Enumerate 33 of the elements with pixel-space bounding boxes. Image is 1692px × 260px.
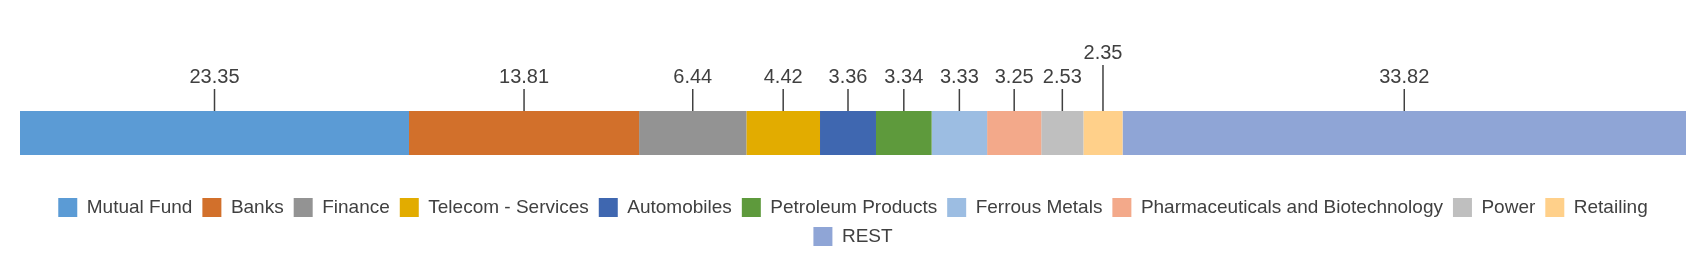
legend-label: Power [1481,195,1536,217]
bar [746,111,821,155]
data-label: 33.82 [1379,64,1430,87]
bar [987,111,1042,155]
bar [875,111,932,155]
data-label: 6.44 [673,64,713,87]
data-label: 3.36 [828,64,868,87]
data-label: 23.35 [189,64,240,87]
legend-label: Ferrous Metals [975,195,1103,217]
bar [820,111,876,155]
data-label: 2.35 [1083,40,1123,63]
legend-label: Mutual Fund [86,195,193,217]
legend-label: Finance [322,195,390,217]
data-label: 4.42 [763,64,803,87]
bar [409,111,640,155]
bar [931,111,988,155]
data-label: 13.81 [499,64,550,87]
data-label: 2.53 [1042,64,1082,87]
legend-label: Pharmaceuticals and Biotechnology [1140,195,1444,217]
bar [639,111,747,155]
bar [1083,111,1123,155]
legend-label: Retailing [1573,195,1648,217]
bar [20,111,410,155]
data-label: 3.25 [994,64,1034,87]
data-label: 3.34 [884,64,924,87]
legend-label: REST [841,224,893,246]
data-label: 3.33 [939,64,979,87]
legend-label: Banks [230,195,284,217]
legend-label: Telecom - Services [428,195,589,217]
legend-label: Automobiles [627,195,732,217]
bar [1122,111,1686,155]
legend-label: Petroleum Products [770,195,938,217]
bar [1041,111,1084,155]
